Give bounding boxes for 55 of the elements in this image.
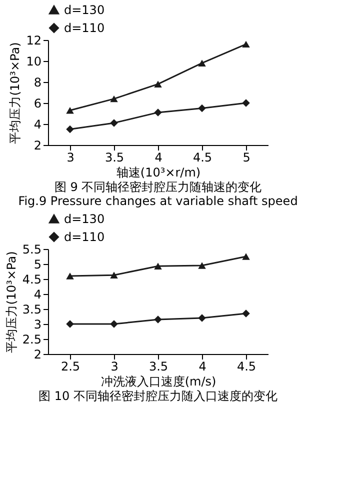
y-tick-label: 5.5 (22, 242, 42, 256)
x-tick-label: 2.5 (60, 360, 80, 374)
point (154, 80, 162, 88)
point (198, 104, 206, 112)
legend-label: d=110 (64, 230, 105, 244)
legend-label: d=130 (64, 212, 105, 226)
point (242, 253, 250, 260)
x-axis-title: 冲洗液入口速度(m/s) (100, 374, 216, 388)
x-tick-label: 3 (66, 150, 74, 164)
point (198, 262, 206, 269)
point (110, 272, 118, 278)
y-tick-label: 4.5 (22, 272, 42, 286)
point (66, 106, 74, 114)
point (198, 60, 206, 66)
y-tick-label: 12 (26, 34, 42, 48)
y-tick-label: 4 (34, 118, 42, 132)
x-axis-title: 轴速(10³×r/m) (116, 166, 201, 180)
point (154, 108, 162, 116)
x-tick-label: 3.5 (104, 150, 124, 164)
point (198, 314, 206, 322)
y-tick-label: 3.5 (22, 302, 42, 316)
y-axis-title: 平均压力(10³×Pa) (8, 42, 22, 144)
y-tick-label: 8 (34, 76, 42, 90)
x-tick-label: 4.5 (192, 150, 212, 164)
caption: 图 9 不同轴径密封腔压力随轴速的变化 (54, 180, 262, 194)
y-tick-label: 5 (34, 258, 42, 272)
point (66, 320, 74, 328)
y-tick-label: 3 (34, 318, 42, 332)
point (110, 320, 118, 328)
x-tick-label: 5 (242, 150, 250, 164)
legend-label: d=130 (64, 3, 105, 17)
y-tick-label: 2.5 (22, 332, 42, 346)
point (154, 262, 162, 270)
caption: 图 10 不同轴径密封腔压力随入口速度的变化 (38, 389, 278, 403)
point (110, 119, 118, 127)
point (110, 95, 118, 102)
x-tick-label: 3 (110, 360, 118, 374)
y-tick-label: 2 (34, 348, 42, 362)
y-tick-label: 6 (34, 96, 42, 110)
y-tick-label: 10 (26, 54, 42, 68)
x-tick-label: 4 (154, 150, 162, 164)
y-tick-label: 4 (34, 288, 42, 302)
caption: Fig.9 Pressure changes at variable shaft speed (18, 194, 298, 208)
point (242, 99, 250, 107)
x-tick-label: 3.5 (148, 360, 168, 374)
y-axis-title: 平均压力(10³×Pa) (4, 251, 18, 353)
x-tick-label: 4.5 (236, 360, 256, 374)
point (242, 310, 250, 318)
point (66, 272, 74, 280)
legend-label: d=110 (64, 21, 105, 35)
point (66, 125, 74, 134)
point (154, 316, 162, 324)
x-tick-label: 4 (198, 360, 206, 374)
y-tick-label: 2 (34, 138, 42, 152)
point (242, 40, 250, 48)
